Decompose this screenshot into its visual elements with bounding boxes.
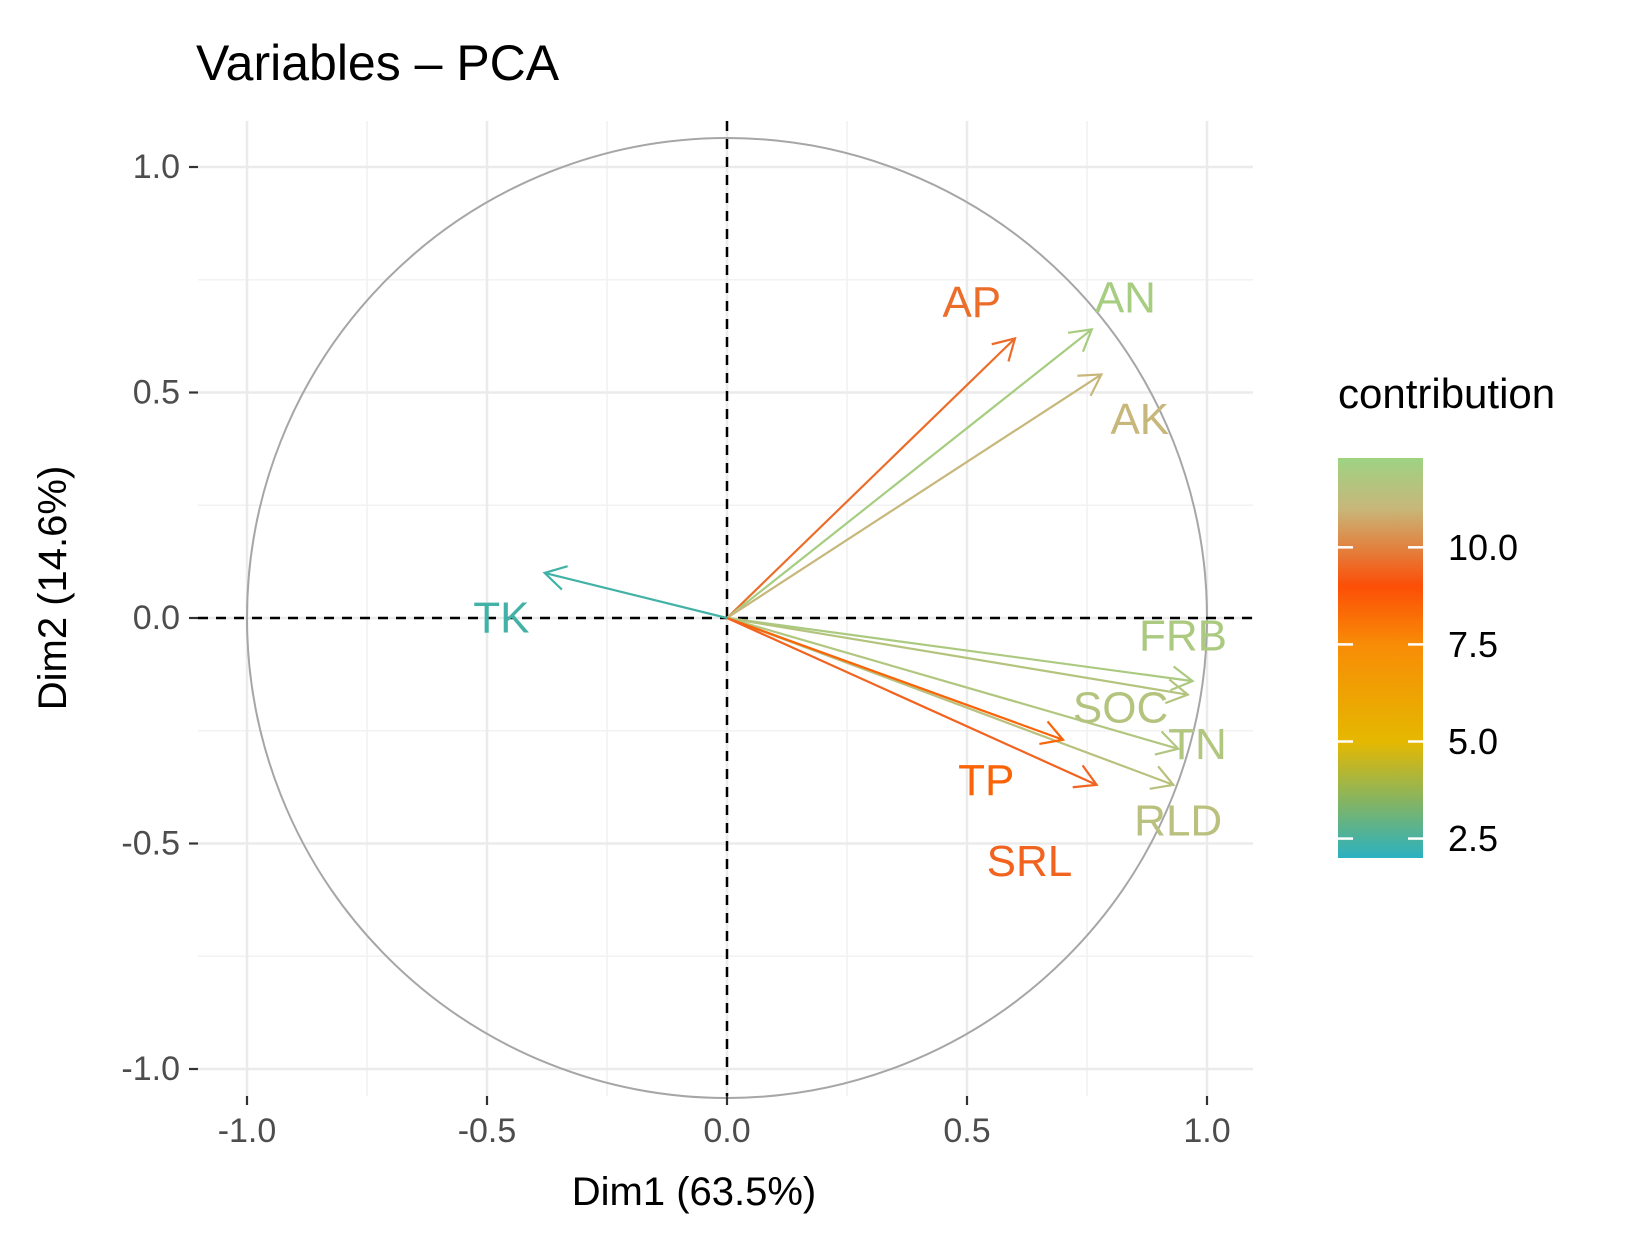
legend-title: contribution [1338,370,1555,417]
label-an: AN [1095,273,1156,322]
arrow-shaft [726,373,1102,619]
minor-gridlines [198,121,1253,1096]
label-srl: SRL [987,837,1073,886]
x-tick-label: 0.5 [943,1112,990,1150]
variable-arrows [542,327,1195,790]
arrow-head [991,336,1017,362]
arrow-ak [726,373,1104,619]
arrow-tk [542,565,728,620]
x-tick-label: 0.0 [703,1112,750,1150]
arrow-head [1164,678,1190,705]
arrow-head [1039,720,1066,746]
arrow-ap [726,336,1017,619]
x-tick-label: -1.0 [218,1112,277,1150]
arrow-shaft [726,616,1064,741]
arrow-head [1149,765,1176,790]
arrow-an [726,327,1094,619]
label-frb: FRB [1139,612,1227,661]
contribution-legend: contribution 2.5 5.0 7.5 10.0 [1338,370,1555,859]
arrow-head [1077,373,1104,397]
y-tick-label: 1.0 [133,148,180,186]
label-ap: AP [942,278,1001,327]
arrow-shaft [726,616,1098,786]
label-tk: TK [473,594,529,643]
arrow-head [542,565,568,591]
arrow-shaft [726,616,1193,683]
arrow-head [1067,327,1094,353]
y-axis-title: Dim2 (14.6%) [31,466,75,711]
label-ak: AK [1110,395,1169,444]
y-tick-label: 0.0 [133,599,180,637]
arrow-shaft [726,616,1188,696]
legend-breaks: 2.5 5.0 7.5 10.0 [1338,527,1518,859]
y-tick-label: -1.0 [121,1050,180,1088]
legend-break-label: 7.5 [1448,624,1498,665]
y-tick-label: -0.5 [121,825,180,863]
arrow-soc [726,616,1190,705]
x-axis: -1.0 -0.5 0.0 0.5 1.0 [218,1096,1231,1150]
label-rld: RLD [1134,796,1222,845]
arrow-shaft [544,571,728,620]
arrow-head [1154,730,1181,756]
chart-title: Variables – PCA [196,35,560,91]
arrow-tp [726,616,1066,746]
arrow-srl [726,616,1099,789]
arrow-shaft [726,337,1016,619]
label-soc: SOC [1073,684,1168,733]
legend-break-label: 10.0 [1448,527,1518,568]
x-axis-title: Dim1 (63.5%) [572,1170,817,1214]
x-tick-label: 1.0 [1183,1112,1230,1150]
arrow-shaft [726,328,1093,619]
arrow-head [1072,764,1099,789]
legend-break-label: 2.5 [1448,818,1498,859]
y-axis: -1.0 -0.5 0.0 0.5 1.0 [121,148,198,1088]
arrow-tn [726,616,1181,756]
label-tp: TP [958,756,1014,805]
legend-break-label: 5.0 [1448,721,1498,762]
colorbar [1338,458,1423,858]
label-tn: TN [1168,720,1227,769]
panel-background [198,121,1253,1096]
arrow-shaft [726,616,1179,750]
x-tick-label: -0.5 [458,1112,517,1150]
y-tick-label: 0.5 [133,374,180,412]
